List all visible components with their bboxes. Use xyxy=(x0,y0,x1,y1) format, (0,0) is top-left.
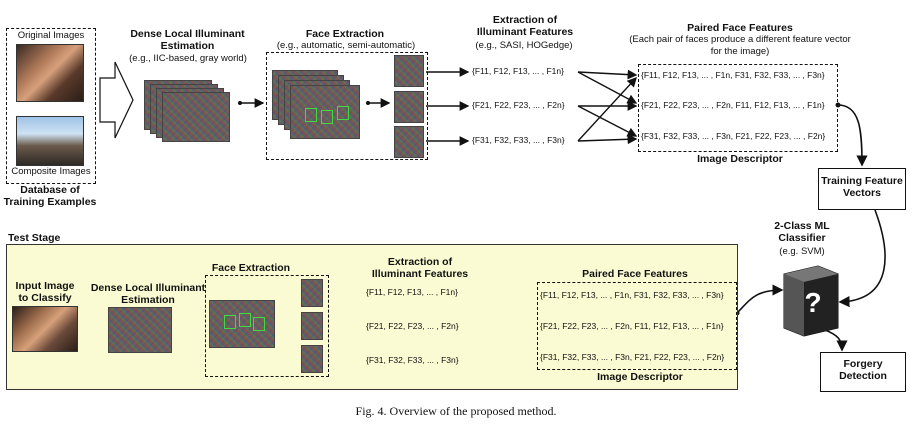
test-paired-row-1: {F11, F12, F13, ... , F1n, F31, F32, F33… xyxy=(540,290,724,300)
test-face-crop-3 xyxy=(301,345,323,373)
composite-images-label: Composite Images xyxy=(11,166,91,177)
face-extraction-frame xyxy=(266,52,428,160)
composite-image-photo xyxy=(16,116,84,166)
test-paired-row-3: {F31, F32, F33, ... , F3n, F21, F22, F23… xyxy=(540,352,725,362)
test-face-frame xyxy=(205,275,329,377)
test-feature-row-3: {F31, F32, F33, ... , F3n} xyxy=(366,355,459,365)
hollow-arrow xyxy=(99,61,134,139)
test-feature-row-2: {F21, F22, F23, ... , F2n} xyxy=(366,321,459,331)
classifier-box-icon xyxy=(783,265,839,337)
paired-sub: (Each pair of faces produce a different … xyxy=(629,34,851,57)
original-images-label: Original Images xyxy=(17,30,85,41)
dense-title: Dense Local Illuminant Estimation xyxy=(130,28,245,52)
training-vectors-box xyxy=(818,168,906,210)
classifier-question-mark: ? xyxy=(804,287,822,318)
training-vectors-label: Training Feature Vectors xyxy=(821,175,903,199)
train-feature-row-3: {F31, F32, F33, ... , F3n} xyxy=(472,135,565,145)
test-face-crop-2 xyxy=(301,312,323,340)
train-feature-row-2: {F21, F22, F23, ... , F2n} xyxy=(472,100,565,110)
paired-frame xyxy=(638,64,838,152)
test-extraction-title: Extraction of Illuminant Features xyxy=(371,256,469,280)
forgery-detection-label: Forgery Detection xyxy=(839,358,887,382)
train-paired-row-1: {F11, F12, F13, ... , F1n, F31, F32, F33… xyxy=(641,70,825,80)
paired-title: Paired Face Features xyxy=(687,22,793,34)
test-face-crop-1 xyxy=(301,279,323,307)
train-image-descriptor: Image Descriptor xyxy=(697,153,783,165)
test-face-map xyxy=(209,300,275,348)
train-feature-row-1: {F11, F12, F13, ... , F1n} xyxy=(472,66,564,76)
test-paired-title: Paired Face Features xyxy=(582,268,688,280)
face-map-4 xyxy=(290,85,360,139)
extraction-sub: (e.g., SASI, HOGedge) xyxy=(475,40,573,51)
face-crop-2 xyxy=(394,91,424,123)
face-crop-1 xyxy=(394,55,424,87)
extraction-title: Extraction of Illuminant Features xyxy=(476,14,574,38)
database-label: Database of Training Examples xyxy=(3,184,97,208)
forgery-detection-box xyxy=(820,352,906,392)
input-image-label: Input Image to Classify xyxy=(15,280,75,304)
classifier-sub: (e.g. SVM) xyxy=(779,246,825,257)
figure-caption: Fig. 4. Overview of the proposed method. xyxy=(355,404,557,418)
test-paired-row-2: {F21, F22, F23, ... , F2n, F11, F12, F13… xyxy=(540,321,724,331)
test-dense-title: Dense Local Illuminant Estimation xyxy=(90,282,206,306)
illuminant-map-4 xyxy=(162,92,230,142)
face-extraction-title: Face Extraction xyxy=(305,28,385,40)
classifier-title: 2-Class ML Classifier xyxy=(774,220,830,244)
database-frame xyxy=(6,28,96,184)
dense-sub: (e.g., IIC-based, gray world) xyxy=(129,53,247,64)
input-image-photo xyxy=(12,306,78,352)
train-paired-row-3: {F31, F32, F33, ... , F3n, F21, F22, F23… xyxy=(641,131,826,141)
test-face-title: Face Extraction xyxy=(211,262,291,274)
face-extraction-sub: (e.g., automatic, semi-automatic) xyxy=(276,40,416,51)
face-crop-3 xyxy=(394,126,424,158)
original-image-photo xyxy=(16,44,84,102)
test-paired-frame xyxy=(537,282,737,370)
test-illuminant-map xyxy=(108,307,172,353)
test-stage-label: Test Stage xyxy=(8,232,61,244)
test-feature-row-1: {F11, F12, F13, ... , F1n} xyxy=(366,287,458,297)
train-paired-row-2: {F21, F22, F23, ... , F2n, F11, F12, F13… xyxy=(641,100,825,110)
test-image-descriptor: Image Descriptor xyxy=(597,371,683,383)
